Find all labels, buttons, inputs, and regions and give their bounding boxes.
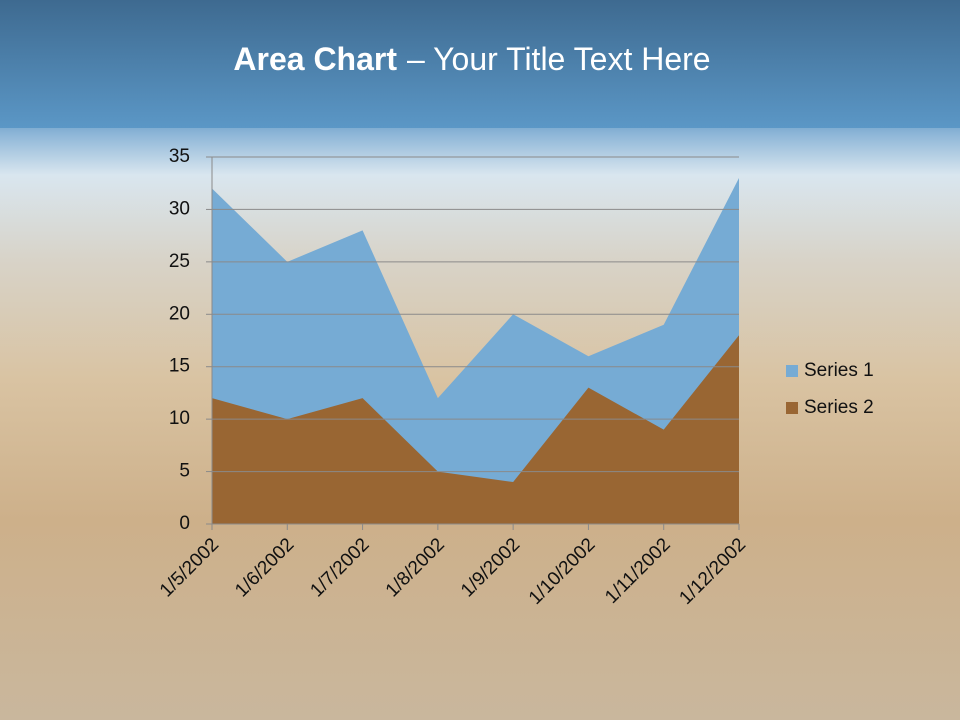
y-tick-label: 15 <box>169 356 190 377</box>
title-rest: – Your Title Text Here <box>407 41 711 77</box>
x-tick-label: 1/11/2002 <box>601 534 675 608</box>
x-tick-label: 1/10/2002 <box>525 534 600 609</box>
y-tick-label: 30 <box>169 198 190 219</box>
chart-title: Area Chart – Your Title Text Here <box>233 41 710 77</box>
area <box>212 335 739 524</box>
legend-label: Series 2 <box>804 397 874 418</box>
y-tick-label: 5 <box>179 461 190 482</box>
legend-swatch <box>786 402 798 414</box>
legend-swatch <box>786 365 798 377</box>
y-tick-label: 20 <box>169 303 190 324</box>
title-bold: Area Chart <box>233 41 397 77</box>
y-tick-label: 25 <box>169 251 190 272</box>
x-tick-label: 1/5/2002 <box>156 534 223 601</box>
y-tick-label: 10 <box>169 408 190 429</box>
x-tick-label: 1/8/2002 <box>382 534 449 601</box>
x-tick-label: 1/6/2002 <box>231 534 298 601</box>
x-tick-label: 1/12/2002 <box>675 534 750 609</box>
x-tick-label: 1/7/2002 <box>307 534 374 601</box>
legend-label: Series 1 <box>804 360 874 381</box>
y-tick-label: 0 <box>179 513 190 534</box>
x-tick-label: 1/9/2002 <box>457 534 524 601</box>
y-tick-label: 35 <box>169 146 190 167</box>
